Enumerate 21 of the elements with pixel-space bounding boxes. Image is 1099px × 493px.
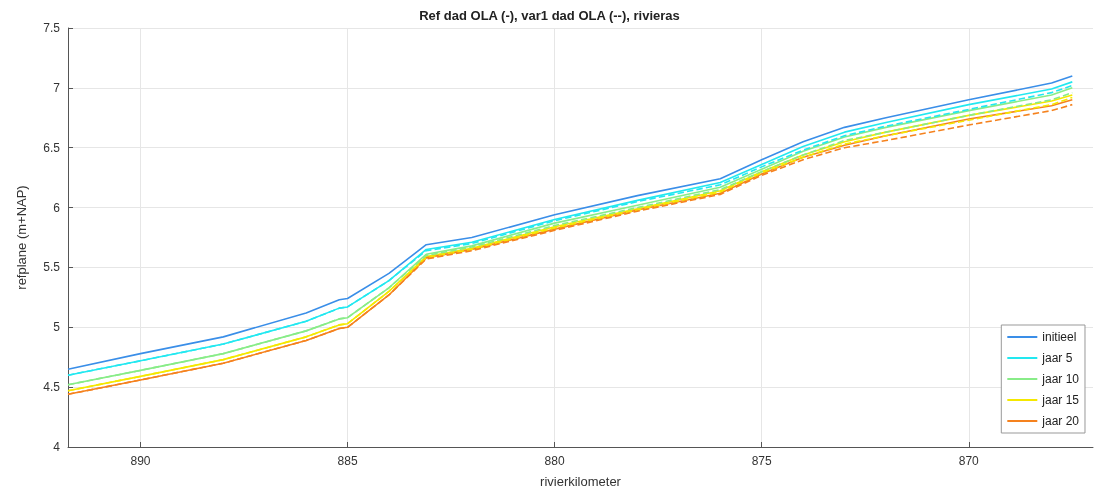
y-tick-label: 7.5 [43,21,61,35]
legend-label: jaar 15 [1041,393,1080,407]
chart-title: Ref dad OLA (-), var1 dad OLA (--), rivieras [419,8,680,23]
legend-label: jaar 5 [1041,351,1073,365]
y-axis-title: refplane (m+NAP) [14,185,29,290]
legend-label: initieel [1042,330,1077,344]
legend-label: jaar 10 [1041,372,1080,386]
x-axis-title: rivierkilometer [540,474,622,489]
y-tick-label: 6 [53,200,61,215]
x-tick-label: 870 [958,454,980,468]
y-tick-label: 4.5 [43,380,61,395]
x-tick-label: 875 [751,454,773,468]
legend-label: jaar 20 [1041,414,1080,428]
y-tick-label: 6.5 [43,140,61,155]
x-tick-label: 885 [337,454,358,468]
x-tick-label: 880 [544,454,565,468]
y-tick-label: 5.5 [43,260,61,275]
y-tick-label: 7 [53,80,61,95]
x-tick-label: 890 [130,454,151,468]
y-tick-label: 4 [53,440,61,454]
y-tick-label: 5 [53,320,61,335]
